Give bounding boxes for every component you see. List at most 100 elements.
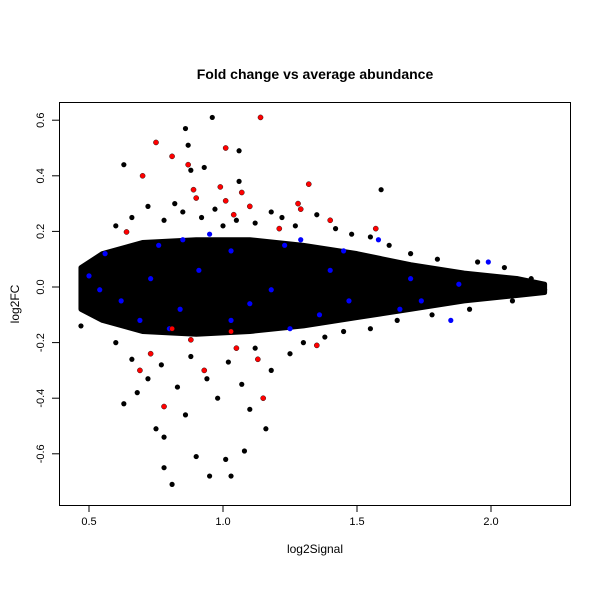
black-data-point <box>129 214 135 221</box>
black-data-point <box>121 162 127 168</box>
blue-data-point <box>346 298 352 304</box>
black-data-point <box>220 223 226 229</box>
blue-data-point <box>485 259 491 265</box>
red-data-point <box>297 206 304 212</box>
black-data-point <box>161 217 167 223</box>
black-data-point <box>239 381 245 387</box>
blue-data-point <box>207 231 213 237</box>
red-data-point <box>295 200 301 207</box>
red-data-point <box>276 225 283 232</box>
red-data-point <box>313 342 320 349</box>
black-data-point <box>386 242 392 248</box>
black-data-point <box>300 340 306 346</box>
blue-data-point <box>316 312 323 318</box>
black-data-point <box>145 376 151 382</box>
red-data-point <box>161 403 167 410</box>
blue-data-point <box>86 273 92 279</box>
x-axis-label: log2Signal <box>287 542 343 556</box>
red-data-point <box>188 337 194 343</box>
black-data-point <box>466 306 473 312</box>
black-data-point <box>475 259 481 265</box>
red-data-point <box>137 367 143 374</box>
blue-data-point <box>247 301 253 307</box>
plot-frame <box>59 102 571 506</box>
blue-data-point <box>137 317 143 323</box>
y-tick-label: 0.2 <box>35 224 47 239</box>
red-data-point <box>305 181 312 187</box>
black-data-point <box>236 148 242 154</box>
blue-data-point <box>408 276 414 282</box>
blue-data-point <box>456 281 462 287</box>
black-data-point <box>182 125 189 132</box>
black-data-point <box>225 359 231 365</box>
black-data-point <box>207 473 213 479</box>
y-tick-label: 0.6 <box>35 113 47 128</box>
blue-data-point <box>341 248 347 254</box>
blue-data-point <box>375 237 382 243</box>
black-data-point <box>215 395 221 401</box>
black-data-point <box>268 367 274 373</box>
y-tick-label: -0.4 <box>35 389 47 408</box>
black-data-point <box>528 276 534 282</box>
black-data-point <box>158 362 164 368</box>
black-data-point <box>185 142 191 148</box>
black-data-point <box>408 251 414 257</box>
black-data-point <box>542 287 548 293</box>
red-data-point <box>217 184 224 190</box>
black-data-point <box>161 434 167 440</box>
black-data-point <box>241 448 248 454</box>
red-data-point <box>255 356 261 363</box>
blue-data-point <box>397 306 403 312</box>
x-tick-label: 0.5 <box>81 516 96 528</box>
red-data-point <box>246 203 253 210</box>
blue-data-point <box>156 242 162 248</box>
red-data-point <box>327 217 334 224</box>
red-data-point <box>147 350 154 357</box>
black-data-point <box>188 167 194 173</box>
black-data-point <box>209 114 215 121</box>
y-tick-label: -0.2 <box>35 333 47 352</box>
black-data-point <box>129 356 135 362</box>
black-data-point <box>134 390 140 396</box>
black-data-point <box>145 203 151 209</box>
black-data-point <box>180 209 186 215</box>
blue-data-point <box>196 267 202 273</box>
black-data-point <box>78 323 84 329</box>
y-tick-label: 0.4 <box>35 168 47 183</box>
black-data-point <box>193 453 199 460</box>
red-data-point <box>201 367 208 374</box>
black-data-point <box>233 217 239 223</box>
blue-data-point <box>282 242 288 248</box>
red-data-point <box>169 153 175 160</box>
red-data-point <box>260 395 267 402</box>
black-data-point <box>434 256 440 262</box>
black-data-point <box>121 401 127 407</box>
x-tick-label: 1.0 <box>215 516 230 528</box>
black-data-point <box>322 334 328 340</box>
black-data-point <box>341 328 347 335</box>
red-data-point <box>139 172 146 179</box>
red-data-point <box>222 198 229 204</box>
blue-data-point <box>180 237 186 243</box>
black-data-point <box>263 426 269 432</box>
black-data-point <box>201 164 207 171</box>
y-tick-label: -0.6 <box>35 444 47 463</box>
y-axis-label: log2FC <box>8 284 22 323</box>
red-data-point <box>123 229 130 235</box>
blue-data-point <box>448 317 454 323</box>
red-data-point <box>228 328 234 335</box>
red-data-point <box>238 189 245 196</box>
blue-data-point <box>287 326 293 332</box>
black-data-point <box>367 326 373 332</box>
black-data-point <box>378 187 384 193</box>
blue-data-point <box>102 251 108 257</box>
black-data-point <box>332 226 339 232</box>
black-data-point <box>113 340 119 346</box>
red-data-point <box>153 139 159 146</box>
black-data-point <box>223 456 229 462</box>
black-data-point <box>212 206 218 212</box>
black-data-point <box>198 214 205 221</box>
blue-data-point <box>327 267 333 273</box>
red-data-point <box>169 325 175 332</box>
